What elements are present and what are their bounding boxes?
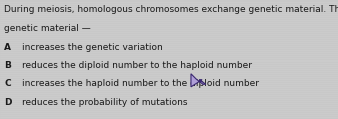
Text: increases the genetic variation: increases the genetic variation bbox=[22, 43, 163, 52]
Text: B: B bbox=[4, 61, 11, 70]
Text: increases the haploid number to the diploid number: increases the haploid number to the dipl… bbox=[22, 79, 259, 88]
Text: During meiosis, homologous chromosomes exchange genetic material. This exchange : During meiosis, homologous chromosomes e… bbox=[4, 5, 338, 14]
Text: genetic material —: genetic material — bbox=[4, 24, 91, 33]
Text: A: A bbox=[4, 43, 11, 52]
Text: reduces the diploid number to the haploid number: reduces the diploid number to the haploi… bbox=[22, 61, 252, 70]
Text: C: C bbox=[4, 79, 11, 88]
Polygon shape bbox=[191, 74, 206, 87]
Text: reduces the probability of mutations: reduces the probability of mutations bbox=[22, 98, 188, 107]
Text: D: D bbox=[4, 98, 11, 107]
